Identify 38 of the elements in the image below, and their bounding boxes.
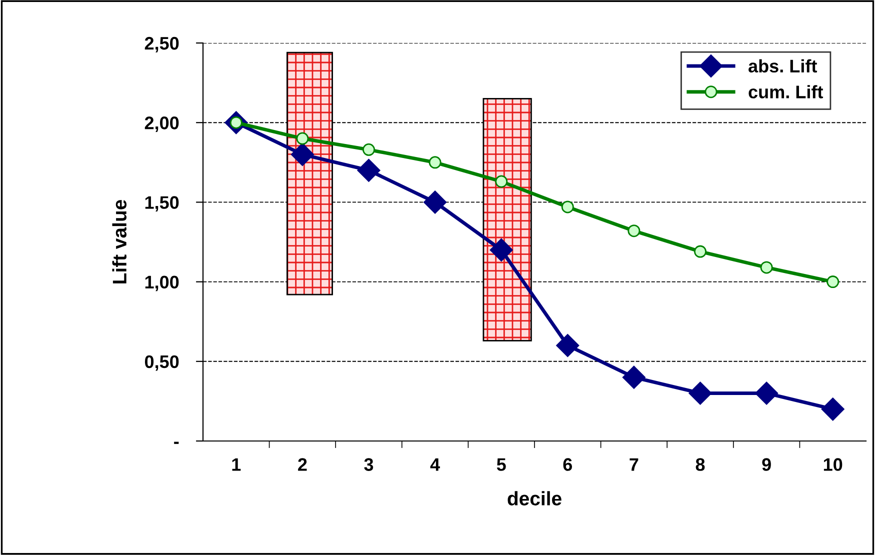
x-tick-label: 2 <box>298 458 307 471</box>
x-tick-label: 4 <box>430 458 440 471</box>
point <box>622 366 646 389</box>
x-tick-label: 8 <box>696 458 705 471</box>
point <box>290 142 314 166</box>
legend-label: abs. Lift <box>748 59 817 73</box>
x-tick-label: 3 <box>364 458 374 471</box>
point <box>628 224 640 238</box>
x-tick-label: 7 <box>630 458 638 471</box>
point <box>362 143 375 156</box>
point <box>688 382 712 405</box>
point <box>424 190 447 214</box>
y-tick-label: 0,50 <box>144 355 179 371</box>
point <box>490 238 513 262</box>
x-tick-label: 10 <box>824 458 842 471</box>
point <box>296 132 309 145</box>
y-tick-label: - <box>174 442 179 444</box>
point <box>357 158 380 182</box>
point <box>821 398 844 421</box>
x-tick-label: 5 <box>496 458 506 471</box>
x-tick-label: 1 <box>232 458 241 471</box>
y-tick-label: 1,50 <box>145 196 179 212</box>
point <box>556 334 580 357</box>
point <box>495 175 508 188</box>
y-tick-label: 2,00 <box>144 116 179 132</box>
point <box>561 200 574 214</box>
y-tick-label: 2,50 <box>144 36 179 52</box>
x-axis-title: decile <box>508 491 562 506</box>
point <box>428 156 442 169</box>
point <box>826 276 840 288</box>
x-tick-label: 9 <box>762 458 771 471</box>
point <box>755 382 778 405</box>
point <box>760 261 773 274</box>
point <box>694 245 706 258</box>
y-tick-label: 1,00 <box>145 276 179 292</box>
legend-label: cum. Lift <box>748 85 824 98</box>
y-axis-title: Lift value <box>112 200 127 284</box>
x-tick-label: 6 <box>563 458 572 471</box>
